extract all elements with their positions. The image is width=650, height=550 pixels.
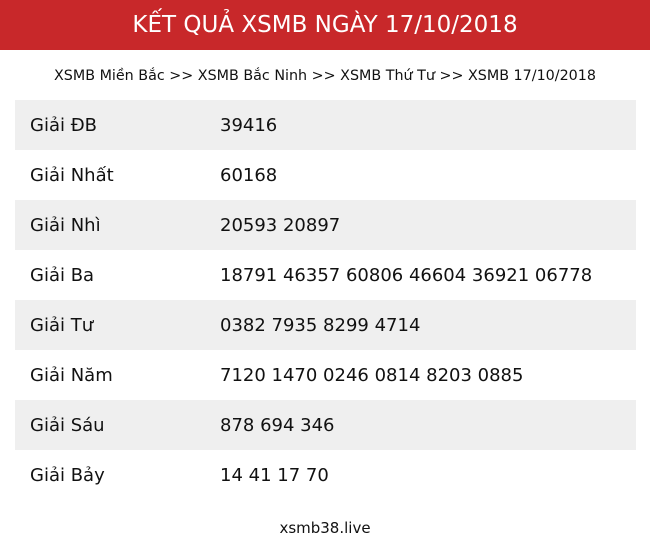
prize-label: Giải Nhất [30,164,114,186]
table-row: Giải Năm 7120 1470 0246 0814 8203 0885 [15,350,636,400]
breadcrumb-link-thu-tu[interactable]: XSMB Thứ Tư [340,68,435,84]
breadcrumb-separator: >> [311,68,336,84]
table-row: Giải Tư 0382 7935 8299 4714 [15,300,636,350]
prize-numbers: 39416 [220,114,278,136]
prize-label: Giải Sáu [30,414,105,436]
prize-numbers: 20593 20897 [220,214,341,236]
breadcrumb-link-date[interactable]: XSMB 17/10/2018 [468,68,596,84]
prize-numbers: 0382 7935 8299 4714 [220,314,421,336]
prize-label: Giải Bảy [30,464,105,486]
prize-numbers: 7120 1470 0246 0814 8203 0885 [220,364,524,386]
breadcrumb-link-bac-ninh[interactable]: XSMB Bắc Ninh [197,68,308,84]
prize-numbers: 18791 46357 60806 46604 36921 06778 [220,264,593,286]
breadcrumb-separator: >> [169,68,194,84]
prize-numbers: 878 694 346 [220,414,335,436]
table-row: Giải Nhì 20593 20897 [15,200,636,250]
table-row: Giải Bảy 14 41 17 70 [15,450,636,500]
prize-label: Giải Nhì [30,214,101,236]
table-row: Giải Ba 18791 46357 60806 46604 36921 067… [15,250,636,300]
table-row: Giải Sáu 878 694 346 [15,400,636,450]
prize-numbers: 14 41 17 70 [220,464,329,486]
breadcrumb-separator: >> [439,68,464,84]
results-table: Giải ĐB 39416 Giải Nhất 60168 Giải Nhì 2059… [15,100,636,500]
prize-label: Giải ĐB [30,114,97,136]
prize-label: Giải Năm [30,364,113,386]
site-footer: xsmb38.live [279,519,371,537]
prize-label: Giải Ba [30,264,95,286]
prize-label: Giải Tư [30,314,94,336]
breadcrumb-link-mien-bac[interactable]: XSMB Miền Bắc [54,68,165,84]
page-title: KẾT QUẢ XSMB NGÀY 17/10/2018 [0,0,650,50]
prize-numbers: 60168 [220,164,278,186]
table-row: Giải ĐB 39416 [15,100,636,150]
table-row: Giải Nhất 60168 [15,150,636,200]
breadcrumb: XSMB Miền Bắc >> XSMB Bắc Ninh >> XSMB T… [0,64,650,88]
